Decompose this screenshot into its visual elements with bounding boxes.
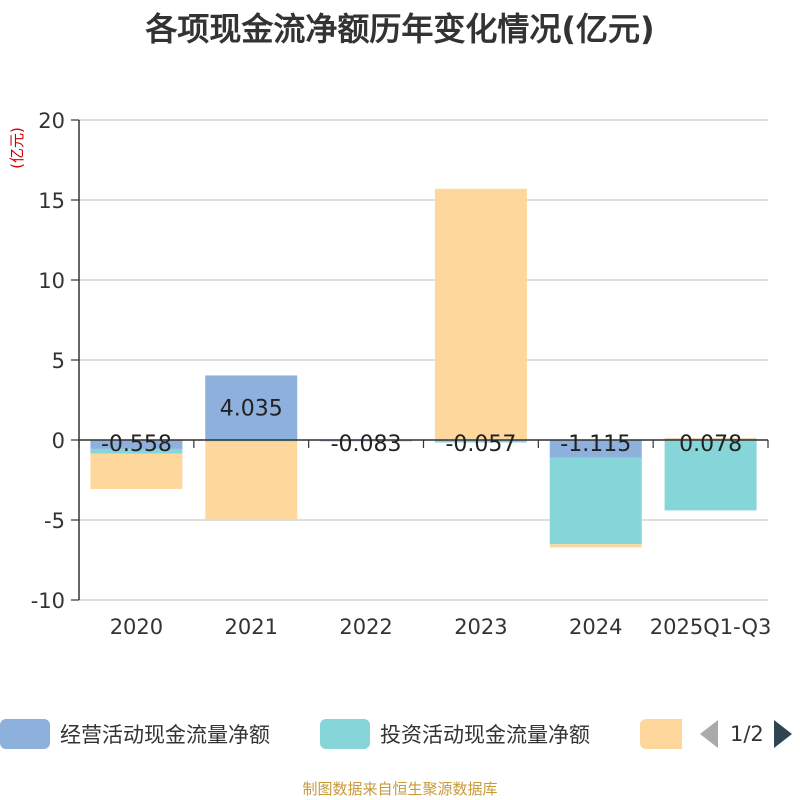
legend-item-investing[interactable]: 投资活动现金流量净额 bbox=[320, 716, 590, 752]
x-tick-label-2020: 2020 bbox=[110, 615, 163, 639]
y-tick-label-10: 10 bbox=[38, 269, 65, 293]
x-tick-label-2022: 2022 bbox=[339, 615, 392, 639]
data-label-2022: -0.083 bbox=[331, 432, 402, 457]
legend-pager: 1/2 bbox=[700, 716, 800, 752]
legend-page-number: 1/2 bbox=[730, 722, 764, 746]
data-label-2023: -0.057 bbox=[445, 432, 516, 457]
bar-chart: -10 -5 0 5 10 15 20 (亿元) -0.558 4.035 -0.083 -0.057… bbox=[8, 109, 772, 639]
chart-title: 各项现金流净额历年变化情况(亿元) bbox=[145, 10, 655, 48]
bar-1-2020 bbox=[90, 448, 183, 454]
legend-swatch-operating bbox=[0, 719, 50, 749]
x-tick-label-2023: 2023 bbox=[454, 615, 507, 639]
y-axis-label: (亿元) bbox=[8, 127, 26, 169]
y-tick-label--5: -5 bbox=[44, 509, 65, 533]
y-tick-label-0: 0 bbox=[52, 429, 65, 453]
legend-next-page-icon[interactable] bbox=[773, 720, 792, 748]
legend-label-operating: 经营活动现金流量净额 bbox=[60, 723, 270, 747]
legend-prev-page-icon[interactable] bbox=[700, 720, 718, 748]
bar-2-2021 bbox=[205, 441, 298, 520]
x-tick-label-2025Q1-Q3: 2025Q1-Q3 bbox=[650, 615, 772, 639]
x-tick-label-2024: 2024 bbox=[569, 615, 622, 639]
bar-1-2021 bbox=[205, 440, 298, 442]
bar-2-2020 bbox=[90, 453, 183, 489]
bar-1-2023 bbox=[434, 440, 527, 443]
bar-2-2025Q1-Q3 bbox=[664, 437, 757, 439]
bar-0-2021 bbox=[205, 375, 298, 440]
bar-0-2024 bbox=[549, 440, 642, 458]
legend: 经营活动现金流量净额 投资活动现金流量净额 bbox=[0, 716, 800, 752]
data-source-note: 制图数据来自恒生聚源数据库 bbox=[302, 780, 498, 798]
legend-swatch-investing bbox=[320, 719, 370, 749]
y-tick-label-15: 15 bbox=[38, 189, 65, 213]
bar-0-2020 bbox=[90, 440, 183, 449]
y-tick-label-20: 20 bbox=[38, 109, 65, 133]
data-label-2020: -0.558 bbox=[101, 432, 172, 457]
legend-label-investing: 投资活动现金流量净额 bbox=[380, 723, 590, 747]
bar-2-2024 bbox=[549, 544, 642, 548]
bar-2-2023 bbox=[434, 188, 527, 440]
legend-swatch-financing bbox=[640, 719, 682, 749]
x-tick-label-2021: 2021 bbox=[225, 615, 278, 639]
y-tick-label--10: -10 bbox=[31, 589, 65, 613]
y-tick-label-5: 5 bbox=[52, 349, 65, 373]
data-label-2024: -1.115 bbox=[560, 432, 631, 457]
data-label-2021: 4.035 bbox=[220, 397, 283, 422]
legend-item-financing[interactable] bbox=[640, 716, 692, 752]
legend-item-operating[interactable]: 经营活动现金流量净额 bbox=[0, 716, 270, 752]
bar-1-2024 bbox=[549, 457, 642, 545]
bar-1-2025Q1-Q3 bbox=[664, 440, 757, 511]
data-label-2025Q1-Q3: 0.078 bbox=[679, 432, 742, 457]
